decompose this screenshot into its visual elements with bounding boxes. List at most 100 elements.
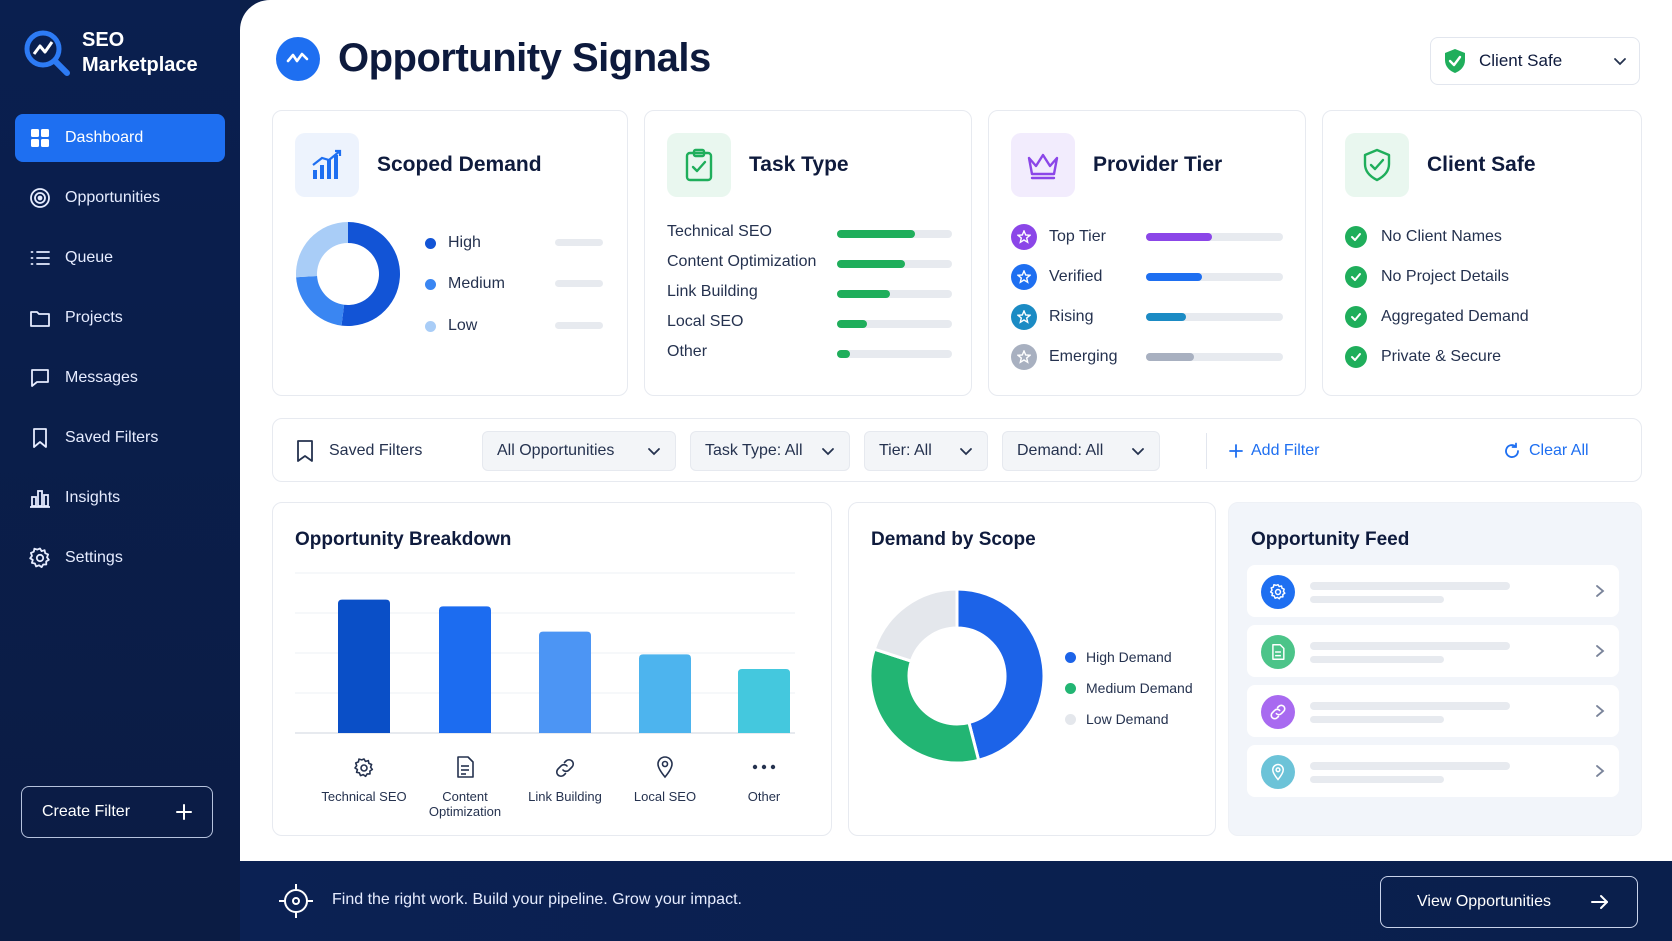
saved-filters-label: Saved Filters (329, 442, 423, 459)
client-safe-label: Private & Secure (1381, 348, 1502, 365)
legend-dot (425, 278, 436, 290)
create-filter-button[interactable]: Create Filter (21, 786, 213, 838)
target-icon (30, 188, 50, 208)
sidebar-item-projects[interactable]: Projects (15, 294, 225, 342)
document-icon (1261, 635, 1295, 669)
clipboard-check-icon (667, 133, 731, 197)
legend-item: High (425, 234, 481, 252)
sidebar-item-label: Dashboard (65, 129, 144, 146)
provider-tier-row: Top Tier (1011, 223, 1291, 251)
feed-item[interactable] (1247, 745, 1619, 797)
chevron-right-icon (1596, 765, 1605, 777)
page-title: Opportunity Signals (338, 36, 711, 80)
saved-filters-button[interactable]: Saved Filters (295, 431, 422, 471)
sidebar-item-label: Opportunities (65, 189, 161, 206)
plus-icon (1229, 444, 1243, 458)
provider-tier-label: Rising (1049, 308, 1094, 325)
demand-select[interactable]: Demand: All (1002, 431, 1160, 471)
activity-icon (276, 36, 320, 81)
footer-banner: Find the right work. Build your pipeline… (240, 861, 1672, 941)
client-safe-label: Aggregated Demand (1381, 308, 1529, 325)
feed-item[interactable] (1247, 565, 1619, 617)
tier-select[interactable]: Tier: All (864, 431, 988, 471)
bar (439, 606, 491, 733)
demand-by-scope-donut (869, 588, 1045, 764)
feed-placeholder (1310, 716, 1444, 723)
feed-placeholder (1310, 582, 1510, 590)
task-type-label: Content Optimization (667, 253, 817, 270)
feed-placeholder (1310, 776, 1444, 783)
feed-placeholder (1310, 656, 1444, 663)
chevron-right-icon (1596, 645, 1605, 657)
more-dots-icon (752, 764, 776, 770)
feed-item[interactable] (1247, 625, 1619, 677)
section-title: Opportunity Breakdown (295, 529, 512, 550)
provider-tier-bar (1146, 353, 1194, 361)
bar (338, 599, 390, 733)
chevron-down-icon (822, 448, 834, 456)
pie-slice-high-demand (955, 588, 1045, 763)
opportunity-breakdown-card: Opportunity Breakdown Technical SEO Cont… (272, 502, 832, 836)
sidebar-item-opportunities[interactable]: Opportunities (15, 174, 225, 222)
add-filter-label: Add Filter (1251, 442, 1320, 459)
chevron-down-icon (1614, 58, 1626, 66)
sidebar-item-queue[interactable]: Queue (15, 234, 225, 282)
card-title: Scoped Demand (377, 153, 542, 176)
chevron-right-icon (1596, 705, 1605, 717)
bookmark-icon (297, 440, 313, 462)
legend-label: Low (448, 317, 478, 334)
bookmark-icon (33, 428, 47, 448)
create-filter-label: Create Filter (42, 803, 131, 820)
view-opportunities-label: View Opportunities (1417, 893, 1551, 910)
legend-dot (1065, 713, 1076, 725)
legend-label: Medium (448, 275, 505, 292)
sidebar-item-label: Insights (65, 489, 121, 506)
sidebar-item-dashboard[interactable]: Dashboard (15, 114, 225, 162)
legend-label: High (448, 234, 481, 251)
brand-logo[interactable]: SEO Marketplace (24, 28, 198, 78)
feed-item[interactable] (1247, 685, 1619, 737)
location-pin-icon (1261, 755, 1295, 789)
shield-check-icon (1445, 49, 1465, 73)
gear-icon (1261, 575, 1295, 609)
sidebar-item-settings[interactable]: Settings (15, 534, 225, 582)
sidebar-item-saved-filters[interactable]: Saved Filters (15, 414, 225, 462)
task-type-label: Local SEO (667, 313, 744, 330)
provider-tier-label: Verified (1049, 268, 1103, 285)
view-opportunities-button[interactable]: View Opportunities (1380, 876, 1638, 928)
task-type-row: Content Optimization (667, 253, 952, 275)
divider (1206, 433, 1207, 469)
star-badge-icon (1011, 304, 1037, 330)
chevron-down-icon (1132, 448, 1144, 456)
client-safe-item: No Client Names (1345, 226, 1502, 248)
section-title: Demand by Scope (871, 529, 1036, 550)
task-type-row: Other (667, 343, 952, 365)
main-content: Opportunity Signals Client Safe Scoped D… (240, 0, 1672, 861)
star-badge-icon (1011, 344, 1037, 370)
provider-tier-bar (1146, 233, 1212, 241)
provider-tier-bar (1146, 313, 1186, 321)
client-safe-card: Client Safe No Client Names No Project D… (1322, 110, 1642, 396)
legend-item: High Demand (1065, 649, 1172, 665)
list-icon (30, 251, 50, 265)
legend-dot (1065, 651, 1076, 663)
donut-slice-medium (296, 275, 345, 326)
folder-icon (30, 311, 50, 327)
bar (738, 669, 790, 733)
card-title: Task Type (749, 153, 849, 176)
chevron-down-icon (960, 448, 972, 456)
bar-category-label: Content Optimization (428, 789, 502, 819)
opportunities-select[interactable]: All Opportunities (482, 431, 676, 471)
clear-all-button[interactable]: Clear All (1503, 431, 1589, 471)
sidebar-item-label: Saved Filters (65, 429, 159, 446)
provider-tier-bar (1146, 273, 1203, 281)
client-safe-select[interactable]: Client Safe (1430, 37, 1640, 85)
sidebar-item-messages[interactable]: Messages (15, 354, 225, 402)
opportunity-breakdown-chart (295, 572, 795, 734)
task-type-select[interactable]: Task Type: All (690, 431, 850, 471)
sidebar-item-insights[interactable]: Insights (15, 474, 225, 522)
client-safe-item: Private & Secure (1345, 346, 1501, 368)
refresh-icon (1505, 442, 1519, 458)
task-type-bar (837, 320, 867, 328)
add-filter-button[interactable]: Add Filter (1229, 431, 1319, 471)
